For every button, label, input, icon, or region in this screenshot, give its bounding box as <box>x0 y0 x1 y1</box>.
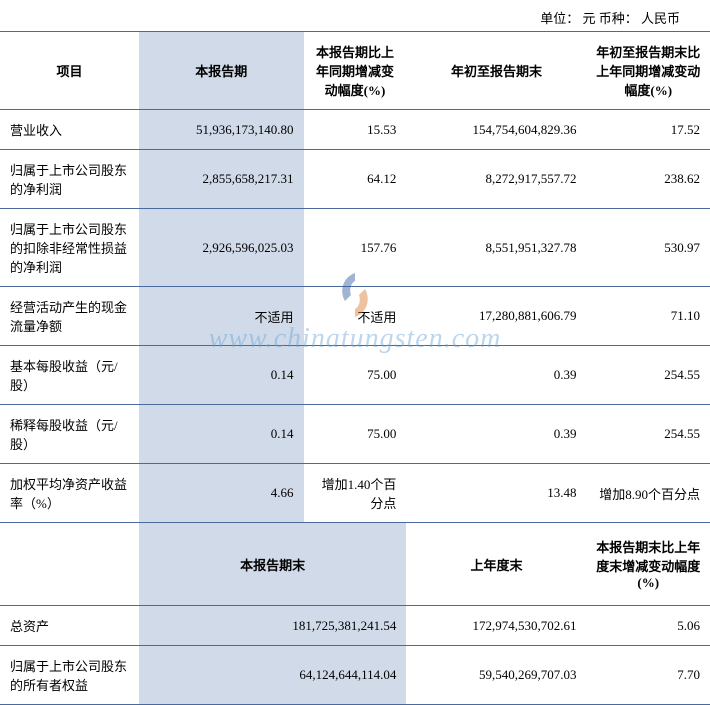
table-row: 稀释每股收益（元/股）0.1475.000.39254.55 <box>0 405 710 464</box>
row-period: 不适用 <box>139 287 304 346</box>
table-row: 总资产181,725,381,241.54172,974,530,702.615… <box>0 606 710 646</box>
table-header-row-2: 本报告期末 上年度末 本报告期末比上年度末增减变动幅度(%) <box>0 523 710 606</box>
header-blank <box>0 523 139 606</box>
row-label: 归属于上市公司股东的扣除非经常性损益的净利润 <box>0 209 139 287</box>
row-period: 0.14 <box>139 346 304 405</box>
row-ytd-change: 17.52 <box>586 110 710 150</box>
row-change: 7.70 <box>586 646 710 705</box>
row-label: 归属于上市公司股东的净利润 <box>0 150 139 209</box>
row-period: 0.14 <box>139 405 304 464</box>
header-prev-year-end: 上年度末 <box>406 523 586 606</box>
row-period: 4.66 <box>139 464 304 523</box>
row-label: 归属于上市公司股东的所有者权益 <box>0 646 139 705</box>
table-row: 基本每股收益（元/股）0.1475.000.39254.55 <box>0 346 710 405</box>
row-period: 2,926,596,025.03 <box>139 209 304 287</box>
row-ytd: 154,754,604,829.36 <box>406 110 586 150</box>
financial-table: 项目 本报告期 本报告期比上年同期增减变动幅度(%) 年初至报告期末 年初至报告… <box>0 31 710 705</box>
row-ytd-change: 238.62 <box>586 150 710 209</box>
row-period-change: 157.76 <box>304 209 407 287</box>
row-label: 加权平均净资产收益率（%） <box>0 464 139 523</box>
table-row: 归属于上市公司股东的净利润2,855,658,217.3164.128,272,… <box>0 150 710 209</box>
row-period-change: 不适用 <box>304 287 407 346</box>
row-ytd: 8,272,917,557.72 <box>406 150 586 209</box>
row-prev-year-end: 172,974,530,702.61 <box>406 606 586 646</box>
row-label: 总资产 <box>0 606 139 646</box>
table-row: 归属于上市公司股东的所有者权益64,124,644,114.0459,540,2… <box>0 646 710 705</box>
header-period: 本报告期 <box>139 32 304 110</box>
row-period-change: 75.00 <box>304 346 407 405</box>
row-period-end: 181,725,381,241.54 <box>139 606 407 646</box>
row-ytd-change: 254.55 <box>586 346 710 405</box>
row-prev-year-end: 59,540,269,707.03 <box>406 646 586 705</box>
row-ytd: 0.39 <box>406 405 586 464</box>
header-item: 项目 <box>0 32 139 110</box>
row-period-change: 75.00 <box>304 405 407 464</box>
header-period-end: 本报告期末 <box>139 523 407 606</box>
header-period-change: 本报告期比上年同期增减变动幅度(%) <box>304 32 407 110</box>
header-period-end-change: 本报告期末比上年度末增减变动幅度(%) <box>586 523 710 606</box>
header-ytd: 年初至报告期末 <box>406 32 586 110</box>
table-header-row-1: 项目 本报告期 本报告期比上年同期增减变动幅度(%) 年初至报告期末 年初至报告… <box>0 32 710 110</box>
row-period-change: 增加1.40个百分点 <box>304 464 407 523</box>
row-label: 营业收入 <box>0 110 139 150</box>
row-ytd-change: 增加8.90个百分点 <box>586 464 710 523</box>
table-row: 加权平均净资产收益率（%）4.66增加1.40个百分点13.48增加8.90个百… <box>0 464 710 523</box>
row-label: 稀释每股收益（元/股） <box>0 405 139 464</box>
row-period-change: 15.53 <box>304 110 407 150</box>
row-ytd: 0.39 <box>406 346 586 405</box>
table-row: 经营活动产生的现金流量净额不适用不适用17,280,881,606.7971.1… <box>0 287 710 346</box>
row-ytd-change: 530.97 <box>586 209 710 287</box>
row-ytd: 8,551,951,327.78 <box>406 209 586 287</box>
row-label: 经营活动产生的现金流量净额 <box>0 287 139 346</box>
row-ytd-change: 71.10 <box>586 287 710 346</box>
row-period: 2,855,658,217.31 <box>139 150 304 209</box>
row-period-change: 64.12 <box>304 150 407 209</box>
row-change: 5.06 <box>586 606 710 646</box>
row-ytd: 13.48 <box>406 464 586 523</box>
row-period: 51,936,173,140.80 <box>139 110 304 150</box>
table-row: 营业收入51,936,173,140.8015.53154,754,604,82… <box>0 110 710 150</box>
row-ytd: 17,280,881,606.79 <box>406 287 586 346</box>
table-row: 归属于上市公司股东的扣除非经常性损益的净利润2,926,596,025.0315… <box>0 209 710 287</box>
unit-currency-line: 单位： 元 币种： 人民币 <box>0 0 710 31</box>
row-ytd-change: 254.55 <box>586 405 710 464</box>
row-label: 基本每股收益（元/股） <box>0 346 139 405</box>
row-period-end: 64,124,644,114.04 <box>139 646 407 705</box>
header-ytd-change: 年初至报告期末比上年同期增减变动幅度(%) <box>586 32 710 110</box>
